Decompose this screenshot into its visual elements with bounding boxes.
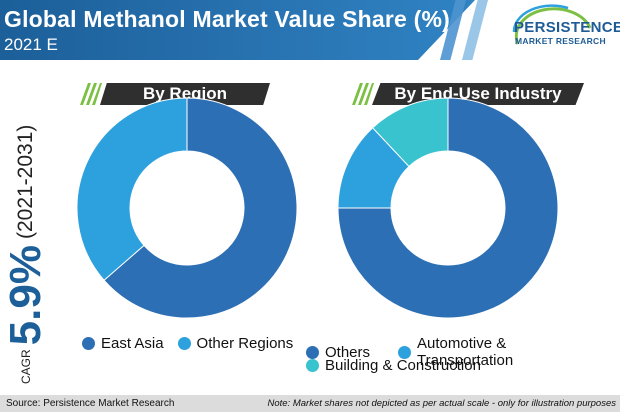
chart-title: Global Methanol Market Value Share (%) bbox=[4, 6, 450, 32]
cagr-value: 5.9% bbox=[1, 245, 50, 346]
donut-slice-building-construction bbox=[371, 97, 449, 168]
donut-slice-others bbox=[337, 97, 559, 319]
legend-swatch bbox=[82, 337, 95, 350]
cagr-period: (2021-2031) bbox=[14, 124, 37, 240]
note-text: Note: Market shares not depicted as per … bbox=[267, 398, 616, 409]
end-use-legend-row2: Building & Construction bbox=[306, 357, 495, 374]
legend-label: Building & Construction bbox=[325, 357, 481, 374]
region-donut-chart: 63.6% bbox=[76, 97, 298, 319]
donut-slice-other-regions bbox=[76, 97, 188, 281]
region-legend: East Asia Other Regions bbox=[82, 335, 307, 352]
cagr-panel: CAGR 5.9% (2021-2031) bbox=[0, 62, 52, 392]
legend-label: East Asia bbox=[101, 335, 164, 352]
chart-subtitle: 2021 E bbox=[4, 35, 58, 54]
legend-item: East Asia bbox=[82, 335, 164, 352]
legend-item: Other Regions bbox=[177, 335, 294, 352]
header-stripes bbox=[352, 83, 374, 105]
legend-item: Building & Construction bbox=[306, 357, 481, 374]
title-banner bbox=[0, 0, 475, 60]
legend-label: Other Regions bbox=[196, 335, 294, 352]
legend-item: Automotive & Transportation bbox=[398, 335, 606, 369]
cagr-label: CAGR bbox=[19, 349, 33, 384]
legend-item: Others bbox=[306, 344, 370, 361]
end-use-donut-chart bbox=[337, 97, 559, 319]
logo-text: PERSISTENCE bbox=[514, 19, 620, 36]
source-text: Source: Persistence Market Research bbox=[6, 398, 175, 409]
footer-bar bbox=[0, 395, 620, 412]
legend-swatch bbox=[306, 359, 319, 372]
legend-swatch bbox=[398, 345, 411, 359]
header-stripes bbox=[80, 83, 102, 105]
end-use-legend: Others Automotive & Transportation bbox=[306, 335, 620, 369]
legend-label: Automotive & Transportation bbox=[417, 335, 514, 369]
legend-swatch bbox=[177, 337, 191, 350]
donut-slice-east-asia bbox=[103, 97, 298, 319]
logo-subtext: MARKET RESEARCH bbox=[515, 36, 606, 46]
legend-swatch bbox=[306, 345, 319, 359]
slice-value-label: 63.6% bbox=[201, 201, 238, 216]
legend-label: Others bbox=[325, 343, 371, 361]
region-header: By Region bbox=[100, 83, 270, 105]
persistence-logo bbox=[512, 4, 592, 45]
